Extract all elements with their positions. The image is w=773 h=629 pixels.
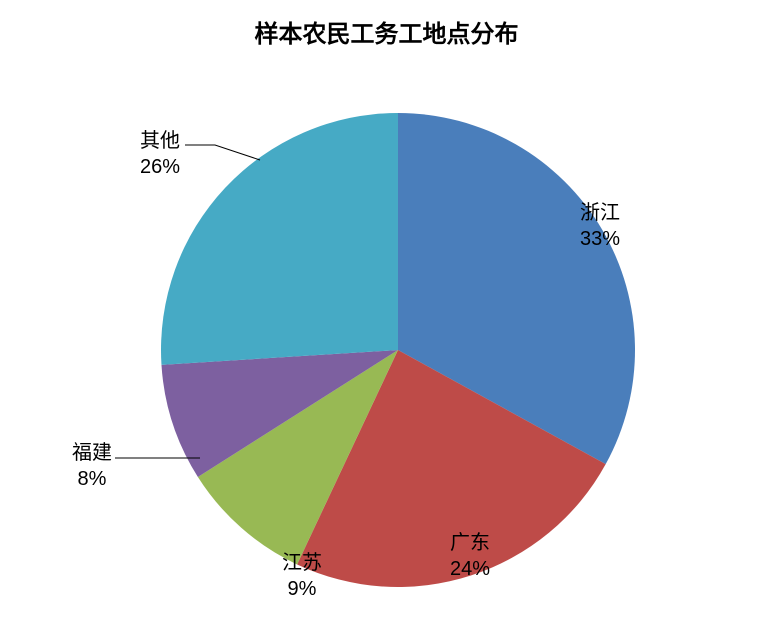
slice-label-浙江: 浙江 33% <box>580 200 620 252</box>
slice-percent: 33% <box>580 228 620 250</box>
slice-name: 浙江 <box>580 202 620 224</box>
slice-name: 江苏 <box>282 552 322 574</box>
slice-percent: 26% <box>140 156 180 178</box>
slice-name: 其他 <box>140 130 180 152</box>
slice-label-广东: 广东 24% <box>450 530 490 582</box>
leader-line-其他 <box>185 145 260 160</box>
slice-percent: 24% <box>450 558 490 580</box>
slice-percent: 9% <box>288 578 317 600</box>
slice-label-其他: 其他 26% <box>140 128 180 180</box>
slice-percent: 8% <box>78 468 107 490</box>
slice-label-江苏: 江苏 9% <box>282 550 322 602</box>
slice-label-福建: 福建 8% <box>72 440 112 492</box>
slice-name: 广东 <box>450 532 490 554</box>
leader-lines <box>0 0 773 629</box>
slice-name: 福建 <box>72 442 112 464</box>
